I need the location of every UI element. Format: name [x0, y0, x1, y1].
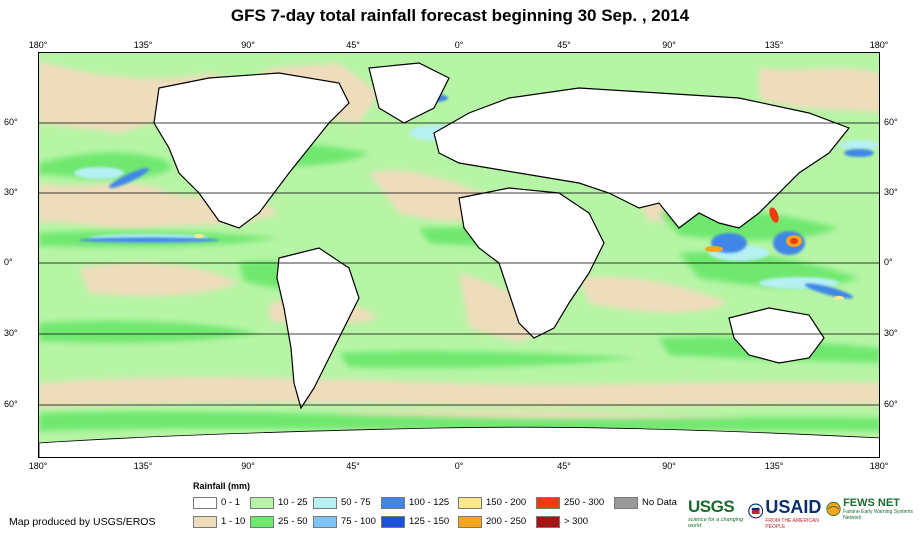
legend-swatch	[250, 515, 274, 528]
legend-item: 150 - 200	[458, 496, 526, 509]
legend-item: 200 - 250	[458, 515, 526, 528]
legend-label: 10 - 25	[278, 497, 308, 508]
lon-tick-top: 45°	[346, 40, 360, 50]
fews-logo-name: FEWS NET	[843, 497, 900, 509]
legend-label: 75 - 100	[341, 516, 376, 527]
legend-swatch	[250, 496, 274, 509]
rainfall-map	[38, 52, 880, 458]
legend-label: 50 - 75	[341, 497, 371, 508]
lat-tick-left: 30°	[4, 187, 18, 197]
lon-tick-bottom: 180°	[28, 461, 48, 471]
legend-swatch	[313, 515, 337, 528]
lon-tick-bottom: 90°	[241, 461, 255, 471]
legend-label: 100 - 125	[409, 497, 450, 508]
lon-tick-top: 180°	[28, 40, 48, 50]
lon-tick-top: 135°	[764, 40, 784, 50]
lon-tick-top: 135°	[133, 40, 153, 50]
antarctica	[39, 426, 879, 457]
legend-item: 25 - 50	[250, 515, 308, 528]
legend-swatch	[458, 496, 482, 509]
legend-label: > 300	[564, 516, 589, 527]
usgs-logo: USGS science for a changing world	[688, 497, 746, 529]
lon-tick-bottom: 0°	[454, 461, 464, 471]
lon-tick-top: 0°	[454, 40, 464, 50]
lat-tick-left: 60°	[4, 399, 18, 409]
legend-item: 50 - 75	[313, 496, 371, 509]
legend-item: 250 - 300	[536, 496, 604, 509]
fews-globe-icon	[826, 501, 841, 517]
graticule	[39, 122, 879, 406]
legend-item: 10 - 25	[250, 496, 308, 509]
lon-tick-top: 45°	[557, 40, 571, 50]
lon-tick-bottom: 135°	[133, 461, 153, 471]
lat-tick-right: 60°	[884, 399, 898, 409]
legend-swatch	[193, 515, 217, 528]
legend-swatch	[193, 496, 217, 509]
lat-tick-right: 30°	[884, 187, 898, 197]
legend-swatch	[381, 496, 405, 509]
usaid-logo-tagline: FROM THE AMERICAN PEOPLE	[765, 518, 819, 530]
extreme-rain-areas	[194, 207, 844, 300]
south-america	[276, 247, 360, 410]
lon-tick-bottom: 180°	[869, 461, 889, 471]
australia	[728, 307, 825, 364]
legend-label: No Data	[642, 497, 677, 508]
legend-item: > 300	[536, 515, 588, 528]
legend-label: 25 - 50	[278, 516, 308, 527]
legend-item: No Data	[614, 496, 677, 509]
usaid-logo-name: USAID	[765, 497, 822, 517]
legend-label: 250 - 300	[564, 497, 605, 508]
legend-label: 150 - 200	[486, 497, 527, 508]
lon-tick-bottom: 135°	[764, 461, 784, 471]
legend-item: 100 - 125	[381, 496, 449, 509]
legend-item: 0 - 1	[193, 496, 240, 509]
legend-swatch	[313, 496, 337, 509]
usgs-logo-name: USGS	[688, 497, 735, 516]
greenland	[368, 62, 450, 124]
lat-tick-left: 0°	[4, 257, 13, 267]
lat-tick-right: 0°	[884, 257, 893, 267]
lon-tick-bottom: 45°	[346, 461, 360, 471]
lon-tick-top: 90°	[662, 40, 676, 50]
legend-label: 125 - 150	[409, 516, 450, 527]
legend-swatch	[381, 515, 405, 528]
lon-tick-top: 180°	[869, 40, 889, 50]
map-title: GFS 7-day total rainfall forecast beginn…	[230, 6, 690, 25]
lon-tick-bottom: 90°	[662, 461, 676, 471]
legend-item: 125 - 150	[381, 515, 449, 528]
legend-label: 1 - 10	[221, 516, 246, 527]
legend-label: 0 - 1	[221, 497, 241, 508]
lat-tick-right: 30°	[884, 328, 898, 338]
map-credit: Map produced by USGS/EROS	[9, 516, 156, 528]
legend-swatch	[614, 496, 638, 509]
lat-tick-left: 30°	[4, 328, 18, 338]
usgs-logo-tagline: science for a changing world	[688, 517, 744, 529]
legend-title: Rainfall (mm)	[193, 481, 251, 491]
usaid-seal-icon	[748, 503, 764, 519]
legend-item: 75 - 100	[313, 515, 376, 528]
legend-swatch	[536, 515, 560, 528]
legend-label: 200 - 250	[486, 516, 527, 527]
fews-logo-tagline: Famine Early Warning Systems Network	[843, 509, 913, 521]
rainfall-map-canvas	[39, 53, 879, 457]
legend-swatch	[536, 496, 560, 509]
lat-tick-right: 60°	[884, 117, 898, 127]
lon-tick-bottom: 45°	[557, 461, 571, 471]
legend-item: 1 - 10	[193, 515, 245, 528]
fews-net-logo: FEWS NET Famine Early Warning Systems Ne…	[826, 497, 918, 529]
lat-tick-left: 60°	[4, 117, 18, 127]
legend-swatch	[458, 515, 482, 528]
usaid-logo: USAID FROM THE AMERICAN PEOPLE	[748, 497, 823, 530]
lon-tick-top: 90°	[241, 40, 255, 50]
